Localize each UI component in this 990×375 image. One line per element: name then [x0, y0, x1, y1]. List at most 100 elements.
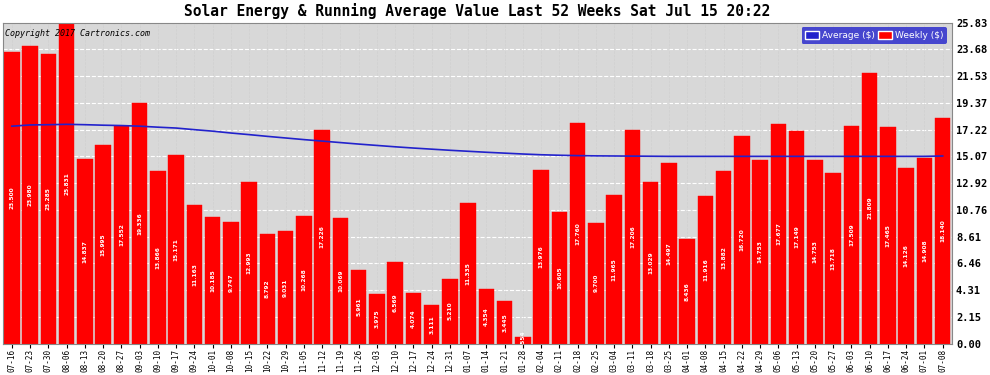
Text: 14.126: 14.126	[904, 244, 909, 267]
Title: Solar Energy & Running Average Value Last 52 Weeks Sat Jul 15 20:22: Solar Energy & Running Average Value Las…	[184, 3, 770, 19]
Bar	[443, 279, 457, 344]
Text: 0.554: 0.554	[521, 331, 526, 350]
Bar	[588, 223, 604, 344]
Text: 11.163: 11.163	[192, 263, 197, 286]
Text: 23.980: 23.980	[28, 183, 33, 206]
Text: Copyright 2017 Cartronics.com: Copyright 2017 Cartronics.com	[5, 29, 149, 38]
Text: 17.760: 17.760	[575, 222, 580, 245]
Bar	[350, 270, 366, 344]
Bar	[716, 171, 732, 344]
Text: 3.445: 3.445	[502, 313, 507, 332]
Text: 17.149: 17.149	[794, 226, 799, 248]
Bar	[406, 293, 421, 344]
Bar	[223, 222, 239, 344]
Bar	[770, 124, 786, 344]
Text: 3.975: 3.975	[374, 309, 379, 328]
Bar	[789, 130, 805, 344]
Text: 21.809: 21.809	[867, 197, 872, 219]
Text: 19.336: 19.336	[138, 212, 143, 235]
Bar	[259, 234, 275, 344]
Text: 11.916: 11.916	[703, 258, 708, 281]
Bar	[752, 160, 768, 344]
Text: 14.837: 14.837	[82, 240, 87, 263]
Text: 9.747: 9.747	[229, 274, 234, 292]
Text: 9.031: 9.031	[283, 278, 288, 297]
Bar	[862, 73, 877, 344]
Text: 10.069: 10.069	[338, 270, 343, 292]
Bar	[333, 219, 348, 344]
Bar	[807, 160, 823, 344]
Bar	[843, 126, 859, 344]
Bar	[679, 239, 695, 344]
Text: 14.908: 14.908	[922, 240, 927, 262]
Bar	[880, 127, 896, 344]
Bar	[95, 145, 111, 344]
Bar	[278, 231, 293, 344]
Bar	[735, 136, 749, 344]
Bar	[41, 54, 56, 344]
Bar	[315, 130, 330, 344]
Text: 13.976: 13.976	[539, 245, 544, 268]
Bar	[826, 173, 841, 344]
Bar	[570, 123, 585, 344]
Text: 13.718: 13.718	[831, 247, 836, 270]
Text: 10.268: 10.268	[301, 268, 307, 291]
Bar	[4, 52, 20, 344]
Text: 17.552: 17.552	[119, 223, 124, 246]
Text: 13.029: 13.029	[648, 251, 653, 274]
Bar	[698, 195, 713, 344]
Bar	[132, 104, 148, 344]
Bar	[935, 118, 950, 344]
Text: 23.285: 23.285	[46, 188, 50, 210]
Text: 13.882: 13.882	[721, 246, 727, 269]
Text: 13.866: 13.866	[155, 246, 160, 269]
Text: 15.171: 15.171	[173, 238, 178, 261]
Text: 14.753: 14.753	[813, 240, 818, 263]
Text: 18.140: 18.140	[940, 219, 945, 242]
Bar	[369, 294, 385, 344]
Text: 15.995: 15.995	[101, 233, 106, 255]
Bar	[534, 170, 548, 344]
Legend: Average ($), Weekly ($): Average ($), Weekly ($)	[802, 27, 947, 44]
Text: 5.961: 5.961	[356, 297, 361, 316]
Bar	[625, 130, 641, 344]
Text: 17.677: 17.677	[776, 222, 781, 245]
Text: 5.210: 5.210	[447, 302, 452, 321]
Bar	[478, 290, 494, 344]
Bar	[551, 212, 567, 344]
Bar	[497, 301, 513, 344]
Text: 17.206: 17.206	[630, 225, 635, 248]
Bar	[187, 205, 202, 344]
Bar	[296, 216, 312, 344]
Bar	[515, 337, 531, 344]
Bar	[58, 23, 74, 344]
Bar	[150, 171, 165, 344]
Bar	[643, 182, 658, 344]
Bar	[77, 159, 93, 344]
Text: 17.465: 17.465	[885, 224, 890, 246]
Bar	[898, 168, 914, 344]
Text: 17.226: 17.226	[320, 225, 325, 248]
Text: 8.436: 8.436	[685, 282, 690, 300]
Bar	[460, 203, 476, 344]
Text: 14.753: 14.753	[757, 240, 762, 263]
Text: 12.993: 12.993	[247, 252, 251, 274]
Bar	[607, 195, 622, 344]
Bar	[205, 217, 221, 344]
Text: 11.965: 11.965	[612, 258, 617, 280]
Bar	[242, 182, 257, 344]
Text: 14.497: 14.497	[666, 242, 671, 265]
Text: 25.831: 25.831	[64, 172, 69, 195]
Text: 16.720: 16.720	[740, 228, 744, 251]
Bar	[917, 158, 933, 344]
Text: 10.605: 10.605	[557, 266, 562, 289]
Bar	[424, 305, 440, 344]
Text: 6.569: 6.569	[393, 293, 398, 312]
Text: 10.185: 10.185	[210, 269, 215, 292]
Text: 4.074: 4.074	[411, 309, 416, 327]
Text: 23.500: 23.500	[9, 186, 15, 209]
Text: 9.700: 9.700	[593, 274, 598, 292]
Text: 4.354: 4.354	[484, 307, 489, 326]
Bar	[114, 126, 129, 344]
Bar	[387, 262, 403, 344]
